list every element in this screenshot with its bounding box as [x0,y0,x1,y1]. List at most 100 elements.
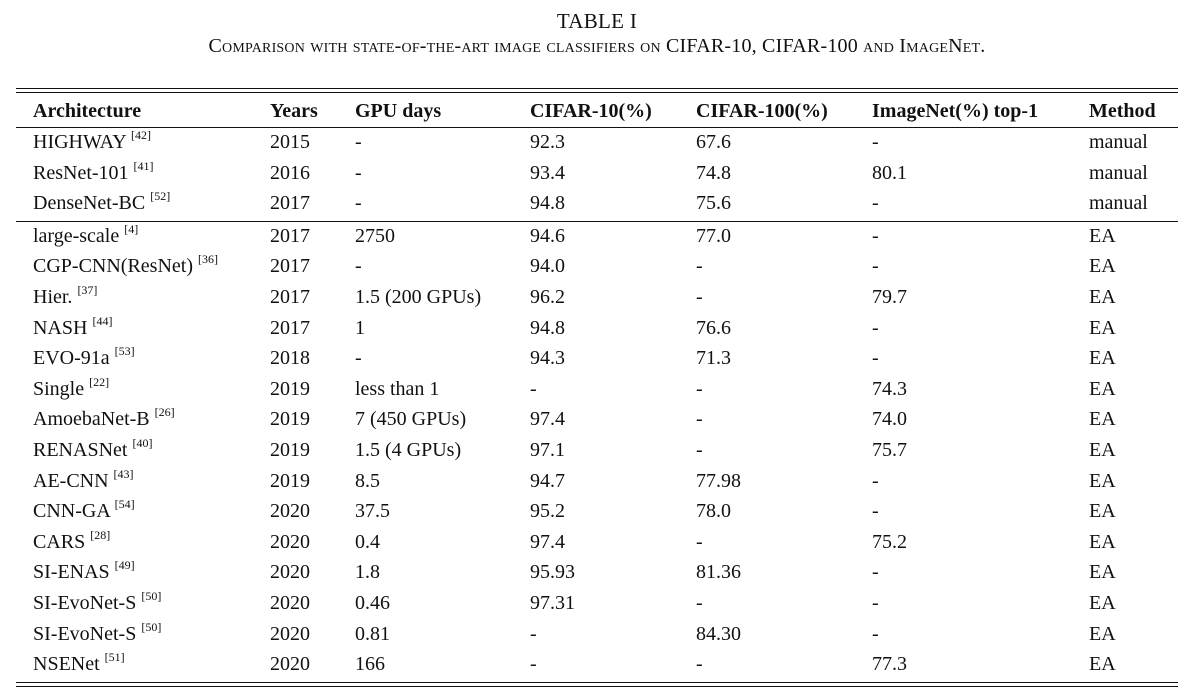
cell-imagenet-top1: - [872,192,879,215]
cell-cifar100: 76.6 [696,316,731,339]
header-row: Architecture Years GPU days CIFAR-10(%) … [16,95,1178,127]
cell-cifar10: 95.93 [530,561,575,584]
citation-ref: [42] [130,128,151,142]
architecture-name: SI-EvoNet-S [33,591,137,614]
cell-gpu-days: 1 [355,316,365,339]
cell-architecture: CNN-GA [54] [16,496,253,527]
cell-gpu-days: 0.4 [355,530,380,553]
cell-cifar100: 74.8 [696,161,731,184]
cell-architecture: Hier. [37] [16,282,253,313]
cell-cifar100: - [696,438,703,461]
citation-ref: [22] [89,374,110,389]
cell-method: EA [1089,347,1116,370]
cell-year: 2017 [270,316,310,339]
bottom-rule-inner [16,682,1178,683]
cell-cifar10: 95.2 [530,500,565,523]
cell-imagenet-top1: - [872,591,879,614]
bottom-rule-outer [16,686,1178,687]
header-years: Years [270,99,318,122]
citation-ref: [50] [141,619,162,634]
architecture-name: Hier. [33,285,73,308]
cell-architecture: NASH [44] [16,313,253,344]
cell-architecture: NSENet [51] [16,649,253,680]
table-row: Single [22] 2019 less than 1 - - 74.3 EA [16,374,1178,405]
cell-method: EA [1089,285,1116,308]
citation-ref: [41] [133,158,154,173]
cell-cifar100: - [696,377,703,400]
architecture-name: SI-ENAS [33,561,110,584]
cell-cifar10: 94.0 [530,255,565,278]
table-row: SI-EvoNet-S [50] 2020 0.46 97.31 - - EA [16,588,1178,619]
cell-year: 2017 [270,192,310,215]
cell-cifar100: 77.0 [696,224,731,247]
cell-method: EA [1089,622,1116,645]
citation-ref: [36] [198,252,218,267]
architecture-name: HIGHWAY [33,131,126,153]
cell-architecture: AE-CNN [43] [16,466,253,497]
cell-method: manual [1089,131,1148,153]
cell-method: EA [1089,255,1116,278]
cell-architecture: SI-EvoNet-S [50] [16,619,253,650]
table-row: CNN-GA [54] 2020 37.5 95.2 78.0 - EA [16,496,1178,527]
cell-cifar100: 81.36 [696,561,741,584]
cell-architecture: CGP-CNN(ResNet) [36] [16,251,253,282]
table-row: ResNet-101 [41] 2016 - 93.4 74.8 80.1 manual [16,158,1178,189]
cell-gpu-days: 7 (450 GPUs) [355,408,467,431]
cell-method: manual [1089,161,1148,184]
table-row: HIGHWAY [42] 2015 - 92.3 67.6 - manual [16,127,1178,158]
citation-ref: [37] [77,282,98,297]
citation-ref: [52] [150,189,171,204]
cell-imagenet-top1: - [872,347,879,370]
cell-cifar100: - [696,285,703,308]
cell-cifar10: 96.2 [530,285,565,308]
table-row: CGP-CNN(ResNet) [36] 2017 - 94.0 - - EA [16,251,1178,282]
cell-imagenet-top1: - [872,469,879,492]
table-row: SI-EvoNet-S [50] 2020 0.81 - 84.30 - EA [16,619,1178,650]
cell-cifar10: - [530,653,537,676]
table-row: EVO-91a [53] 2018 - 94.3 71.3 - EA [16,343,1178,374]
cell-cifar10: 94.8 [530,192,565,215]
cell-cifar100: 67.6 [696,131,731,153]
cell-cifar10: - [530,377,537,400]
cell-cifar10: 97.4 [530,408,565,431]
cell-imagenet-top1: 77.3 [872,653,907,676]
cell-gpu-days: 37.5 [355,500,390,523]
cell-year: 2019 [270,408,310,431]
comparison-table: Architecture Years GPU days CIFAR-10(%) … [16,95,1178,680]
table-label: TABLE I [556,9,638,33]
cell-method: EA [1089,438,1116,461]
cell-cifar100: - [696,255,703,278]
cell-architecture: large-scale [4] [16,219,253,252]
cell-imagenet-top1: - [872,224,879,247]
table-row: NSENet [51] 2020 166 - - 77.3 EA [16,649,1178,680]
citation-ref: [28] [90,527,111,542]
cell-method: EA [1089,469,1116,492]
citation-ref: [53] [114,344,135,359]
cell-method: EA [1089,530,1116,553]
header-cifar10: CIFAR-10(%) [530,99,652,122]
top-rule-inner [16,92,1178,93]
cell-method: EA [1089,316,1116,339]
citation-ref: [54] [114,497,135,512]
table-row: DenseNet-BC [52] 2017 - 94.8 75.6 - manual [16,188,1178,219]
citation-ref: [26] [154,405,175,420]
table-row: SI-ENAS [49] 2020 1.8 95.93 81.36 - EA [16,557,1178,588]
cell-gpu-days: - [355,347,362,370]
citation-ref: [49] [114,558,135,573]
architecture-name: AmoebaNet-B [33,408,150,431]
header-rule [16,127,1178,128]
table-caption: Comparison with state-of-the-art image c… [208,35,986,57]
cell-cifar100: 75.6 [696,192,731,215]
table-row: CARS [28] 2020 0.4 97.4 - 75.2 EA [16,527,1178,558]
cell-imagenet-top1: - [872,500,879,523]
cell-architecture: Single [22] [16,374,253,405]
table-row: NASH [44] 2017 1 94.8 76.6 - EA [16,313,1178,344]
citation-ref: [50] [141,588,162,603]
citation-ref: [40] [132,435,153,450]
architecture-name: NASH [33,316,88,339]
cell-method: EA [1089,591,1116,614]
cell-cifar100: - [696,408,703,431]
citation-ref: [43] [113,466,134,481]
citation-ref: [4] [124,221,139,236]
cell-gpu-days: 166 [355,653,385,676]
